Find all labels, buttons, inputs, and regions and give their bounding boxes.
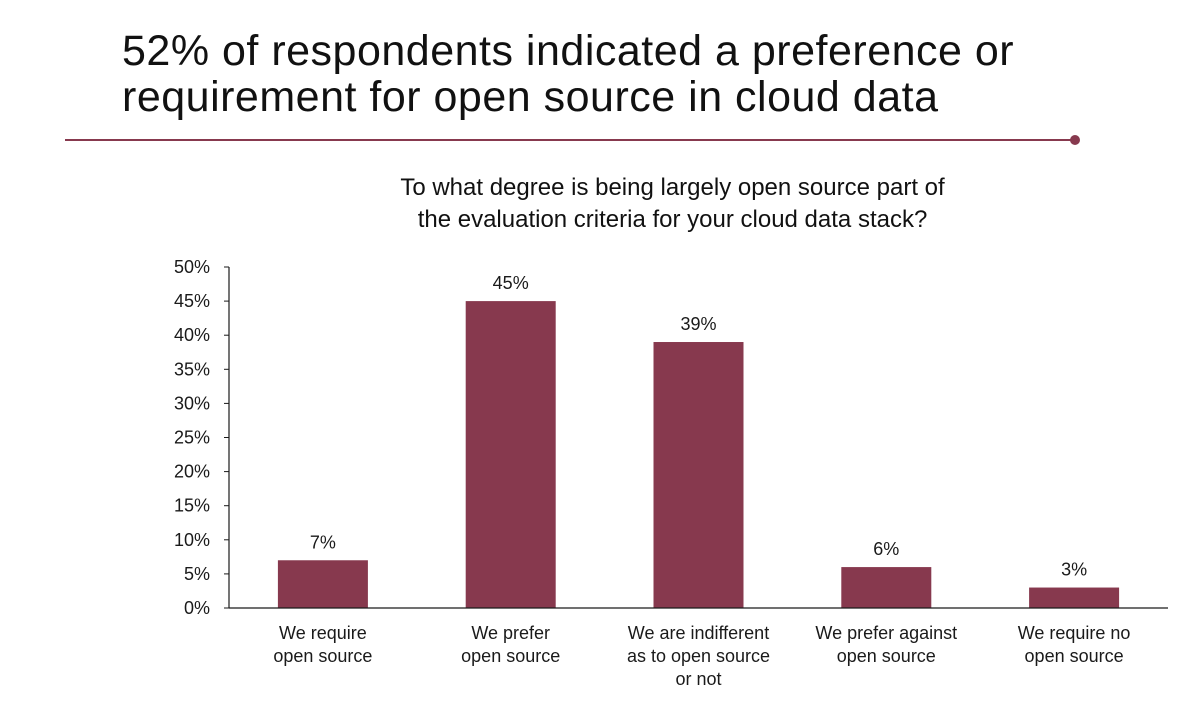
y-tick-label: 50% (174, 257, 210, 277)
category-label-line: open source (1025, 646, 1124, 666)
category-label: We prefer against open source (815, 623, 957, 666)
y-tick-label: 10% (174, 530, 210, 550)
data-label: 6% (873, 539, 899, 559)
category-label-line: We prefer against (815, 623, 957, 643)
category-labels: We require open source We prefer open sourc… (273, 623, 1130, 689)
category-label-line: or not (675, 669, 721, 689)
category-label-line: We prefer (471, 623, 550, 643)
bar (841, 567, 932, 608)
y-tick-label: 30% (174, 393, 210, 413)
data-labels: 7% 45% 39% 6% 3% (310, 273, 1087, 579)
category-label-line: We require no (1018, 623, 1131, 643)
category-label: We are indifferent as to open source or no… (627, 623, 770, 689)
bar (465, 301, 556, 608)
category-label: We prefer open source (461, 623, 560, 666)
data-label: 3% (1061, 560, 1087, 580)
y-tick-label: 40% (174, 325, 210, 345)
axes (228, 267, 1168, 609)
category-label-line: open source (461, 646, 560, 666)
category-label: We require no open source (1018, 623, 1131, 666)
y-tick-label: 45% (174, 291, 210, 311)
category-label-line: open source (273, 646, 372, 666)
category-label-line: We require (279, 623, 367, 643)
divider-dot (1070, 135, 1080, 145)
y-tick-label: 5% (184, 564, 210, 584)
chart-title-line: To what degree is being largely open sou… (400, 174, 945, 201)
y-axis-ticks: 0% 5% 10% 15% 20% 25% 30% 35% 40% 45% 50% (174, 257, 229, 618)
bars (277, 301, 1120, 608)
slide-title-line: 52% of respondents indicated a preferenc… (122, 27, 1015, 75)
data-label: 45% (493, 273, 529, 293)
y-tick-label: 25% (174, 428, 210, 448)
chart-title-line: the evaluation criteria for your cloud d… (417, 206, 928, 233)
y-tick-label: 35% (174, 359, 210, 379)
data-label: 7% (310, 532, 336, 552)
category-label-line: open source (837, 646, 936, 666)
category-label-line: We are indifferent (628, 623, 769, 643)
y-tick-label: 0% (184, 598, 210, 618)
category-label-line: as to open source (627, 646, 770, 666)
slide-title: 52% of respondents indicated a preferenc… (122, 28, 1122, 120)
data-label: 39% (680, 314, 716, 334)
bar (277, 560, 368, 608)
title-divider (65, 139, 1075, 141)
slide-title-line: requirement for open source in cloud dat… (122, 73, 939, 121)
y-tick-label: 15% (174, 496, 210, 516)
category-label: We require open source (273, 623, 372, 666)
bar (1029, 587, 1120, 608)
y-tick-label: 20% (174, 462, 210, 482)
bar (653, 342, 744, 608)
chart-title: To what degree is being largely open sou… (330, 172, 1015, 236)
